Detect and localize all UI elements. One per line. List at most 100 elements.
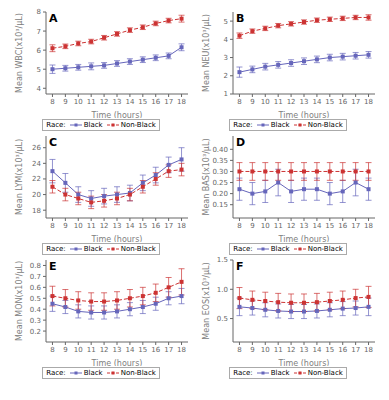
svg-text:10: 10 (261, 346, 270, 354)
svg-text:13: 13 (300, 346, 309, 354)
svg-text:15: 15 (325, 98, 334, 106)
svg-text:18: 18 (364, 98, 373, 106)
svg-text:9: 9 (250, 222, 254, 230)
svg-text:17: 17 (351, 346, 360, 354)
svg-text:8: 8 (237, 98, 241, 106)
svg-text:10: 10 (74, 346, 83, 354)
svg-text:9: 9 (250, 346, 254, 354)
svg-text:Mean WBC(x10³/µL): Mean WBC(x10³/µL) (15, 13, 24, 93)
svg-text:15: 15 (325, 222, 334, 230)
svg-text:5: 5 (37, 66, 41, 74)
svg-text:16: 16 (338, 222, 347, 230)
svg-text:14: 14 (125, 98, 134, 106)
svg-text:8: 8 (37, 8, 41, 16)
svg-text:26: 26 (32, 144, 41, 152)
svg-text:1: 1 (224, 90, 228, 98)
svg-text:14: 14 (125, 346, 134, 354)
svg-text:12: 12 (287, 98, 296, 106)
svg-text:15: 15 (138, 346, 147, 354)
svg-text:11: 11 (274, 222, 283, 230)
svg-text:5: 5 (224, 18, 228, 26)
svg-text:17: 17 (164, 346, 173, 354)
svg-text:0.4: 0.4 (30, 306, 42, 314)
svg-text:20: 20 (32, 191, 41, 199)
svg-text:17: 17 (164, 222, 173, 230)
svg-text:1.5: 1.5 (217, 256, 228, 264)
svg-text:0.30: 0.30 (212, 168, 228, 176)
svg-text:15: 15 (325, 346, 334, 354)
svg-text:16: 16 (151, 346, 160, 354)
svg-text:8: 8 (50, 98, 54, 106)
svg-text:0.40: 0.40 (212, 146, 228, 154)
svg-text:0.7: 0.7 (30, 273, 41, 281)
svg-text:13: 13 (113, 346, 122, 354)
svg-text:18: 18 (177, 98, 186, 106)
svg-text:12: 12 (100, 222, 109, 230)
svg-text:Mean BAS(x10³/µL): Mean BAS(x10³/µL) (202, 139, 211, 216)
svg-text:4: 4 (37, 85, 42, 93)
svg-text:0.5: 0.5 (30, 295, 41, 303)
svg-text:8: 8 (50, 222, 54, 230)
svg-text:22: 22 (32, 175, 41, 183)
svg-text:16: 16 (151, 222, 160, 230)
svg-text:10: 10 (261, 98, 270, 106)
svg-text:8: 8 (50, 346, 54, 354)
svg-text:18: 18 (177, 346, 186, 354)
svg-text:4: 4 (224, 36, 229, 44)
svg-text:Mean LYM(x10³/µL): Mean LYM(x10³/µL) (15, 139, 24, 215)
svg-text:14: 14 (312, 346, 321, 354)
svg-text:18: 18 (32, 207, 41, 215)
svg-text:Time (hours): Time (hours) (91, 111, 143, 118)
svg-text:0.5: 0.5 (217, 315, 228, 323)
svg-text:Mean EOS(x10³/µL): Mean EOS(x10³/µL) (202, 262, 211, 339)
svg-text:10: 10 (261, 222, 270, 230)
svg-text:16: 16 (151, 98, 160, 106)
svg-text:0.35: 0.35 (212, 157, 228, 165)
svg-text:18: 18 (364, 222, 373, 230)
svg-text:18: 18 (177, 222, 186, 230)
svg-text:Time (hours): Time (hours) (91, 359, 143, 366)
svg-text:9: 9 (250, 98, 254, 106)
svg-text:0.6: 0.6 (30, 284, 42, 292)
svg-text:Time (hours): Time (hours) (91, 235, 143, 242)
svg-text:9: 9 (63, 98, 67, 106)
svg-text:0.8: 0.8 (30, 262, 41, 270)
svg-text:24: 24 (32, 160, 41, 168)
svg-text:Mean MON(x10³/µL): Mean MON(x10³/µL) (15, 261, 24, 341)
svg-text:2: 2 (224, 72, 228, 80)
svg-text:10: 10 (74, 98, 83, 106)
svg-text:9: 9 (63, 222, 67, 230)
svg-text:6: 6 (37, 47, 42, 55)
svg-text:12: 12 (100, 98, 109, 106)
svg-text:12: 12 (287, 346, 296, 354)
svg-text:11: 11 (274, 346, 283, 354)
svg-text:14: 14 (312, 222, 321, 230)
svg-text:11: 11 (274, 98, 283, 106)
svg-text:0.3: 0.3 (30, 317, 41, 325)
svg-text:15: 15 (138, 222, 147, 230)
svg-text:Time (hours): Time (hours) (278, 111, 330, 118)
svg-text:11: 11 (87, 222, 96, 230)
svg-text:14: 14 (312, 98, 321, 106)
svg-text:16: 16 (338, 346, 347, 354)
svg-text:12: 12 (100, 346, 109, 354)
svg-text:0.25: 0.25 (212, 179, 228, 187)
svg-text:17: 17 (351, 222, 360, 230)
svg-text:11: 11 (87, 346, 96, 354)
svg-text:15: 15 (138, 98, 147, 106)
svg-text:11: 11 (87, 98, 96, 106)
svg-text:13: 13 (113, 98, 122, 106)
svg-text:Time (hours): Time (hours) (278, 359, 330, 366)
svg-text:13: 13 (113, 222, 122, 230)
svg-text:1.0: 1.0 (217, 286, 228, 294)
svg-text:8: 8 (237, 222, 241, 230)
svg-text:14: 14 (125, 222, 134, 230)
svg-text:10: 10 (74, 222, 83, 230)
svg-text:0.20: 0.20 (212, 190, 228, 198)
svg-text:0.15: 0.15 (212, 201, 228, 209)
svg-text:17: 17 (351, 98, 360, 106)
svg-text:17: 17 (164, 98, 173, 106)
svg-text:7: 7 (37, 28, 41, 36)
svg-text:Time (hours): Time (hours) (278, 235, 330, 242)
svg-text:9: 9 (63, 346, 67, 354)
